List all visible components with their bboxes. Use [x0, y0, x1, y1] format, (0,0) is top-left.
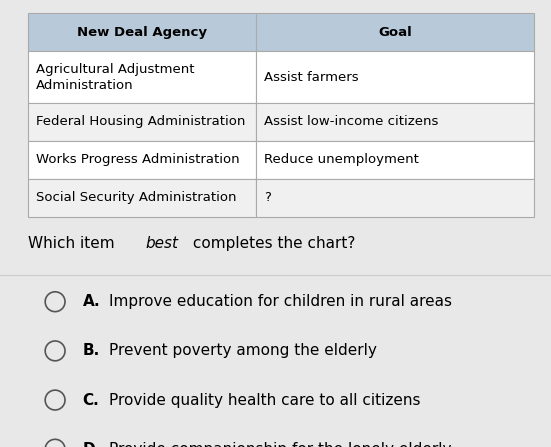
Text: Reduce unemployment: Reduce unemployment	[264, 153, 419, 166]
Text: New Deal Agency: New Deal Agency	[77, 26, 207, 39]
FancyBboxPatch shape	[256, 13, 534, 51]
FancyBboxPatch shape	[256, 141, 534, 179]
Text: D.: D.	[83, 442, 101, 447]
Text: B.: B.	[83, 343, 100, 358]
Text: Assist farmers: Assist farmers	[264, 71, 359, 84]
Text: Provide companionship for the lonely elderly: Provide companionship for the lonely eld…	[109, 442, 452, 447]
FancyBboxPatch shape	[28, 179, 256, 217]
FancyBboxPatch shape	[28, 51, 256, 103]
Text: Which item: Which item	[28, 236, 119, 251]
FancyBboxPatch shape	[256, 51, 534, 103]
FancyBboxPatch shape	[256, 179, 534, 217]
Text: Prevent poverty among the elderly: Prevent poverty among the elderly	[109, 343, 377, 358]
Text: C.: C.	[83, 392, 99, 408]
FancyBboxPatch shape	[256, 103, 534, 141]
FancyBboxPatch shape	[28, 13, 256, 51]
Text: Agricultural Adjustment
Administration: Agricultural Adjustment Administration	[36, 63, 195, 92]
Text: Social Security Administration: Social Security Administration	[36, 191, 236, 204]
Text: Improve education for children in rural areas: Improve education for children in rural …	[109, 294, 452, 309]
Text: Assist low-income citizens: Assist low-income citizens	[264, 115, 438, 128]
Text: best: best	[145, 236, 179, 251]
Text: Works Progress Administration: Works Progress Administration	[36, 153, 240, 166]
Text: completes the chart?: completes the chart?	[188, 236, 355, 251]
FancyBboxPatch shape	[28, 103, 256, 141]
Text: Provide quality health care to all citizens: Provide quality health care to all citiz…	[109, 392, 420, 408]
FancyBboxPatch shape	[28, 141, 256, 179]
Text: Federal Housing Administration: Federal Housing Administration	[36, 115, 245, 128]
Text: Goal: Goal	[378, 26, 412, 39]
Text: A.: A.	[83, 294, 100, 309]
Text: ?: ?	[264, 191, 271, 204]
